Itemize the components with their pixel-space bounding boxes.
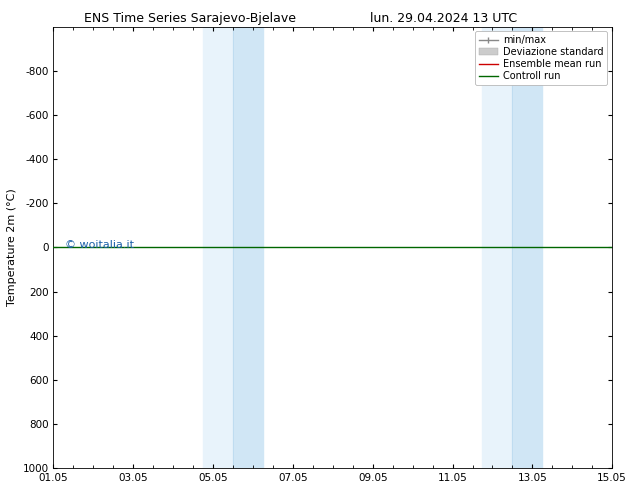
Bar <box>233 26 263 468</box>
Bar <box>203 26 233 468</box>
Text: ENS Time Series Sarajevo-Bjelave: ENS Time Series Sarajevo-Bjelave <box>84 12 296 25</box>
Text: © woitalia.it: © woitalia.it <box>65 240 134 250</box>
Bar <box>512 26 542 468</box>
Text: lun. 29.04.2024 13 UTC: lun. 29.04.2024 13 UTC <box>370 12 517 25</box>
Legend: min/max, Deviazione standard, Ensemble mean run, Controll run: min/max, Deviazione standard, Ensemble m… <box>475 31 607 85</box>
Bar <box>482 26 512 468</box>
Y-axis label: Temperature 2m (°C): Temperature 2m (°C) <box>7 189 17 306</box>
